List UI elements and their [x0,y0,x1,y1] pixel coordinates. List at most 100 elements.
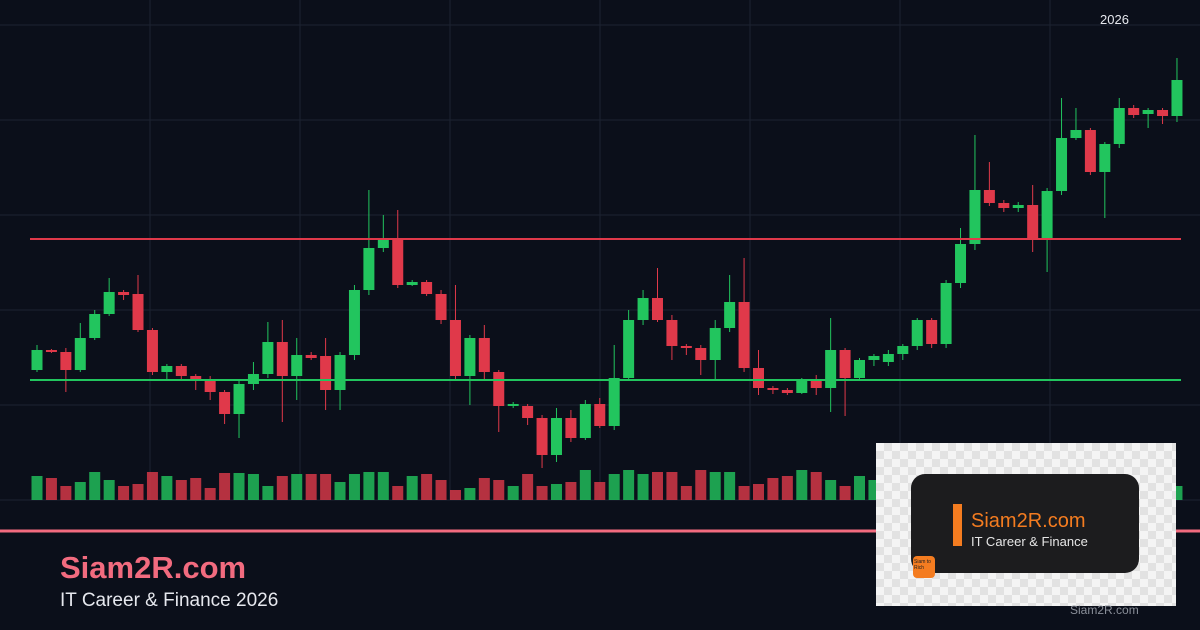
candle-body [449,320,461,376]
candle-body [969,190,981,244]
logo-bar [953,504,962,546]
candle-body [161,366,173,372]
candle-body [464,338,476,376]
candle-body [594,404,606,426]
volume-bar [709,472,721,500]
candle-body [334,355,346,390]
volume-bar [695,470,707,500]
candle-body [392,240,404,285]
candle-body [695,348,707,360]
volume-bar [45,478,57,500]
volume-bar [724,472,736,500]
candle-body [363,248,375,290]
volume-bar [421,474,433,500]
candle-body [1041,191,1053,238]
candle-body [1128,108,1140,115]
candle-body [897,346,909,354]
volume-bar [753,484,764,500]
volume-bar [247,474,259,500]
candle-body [406,282,418,285]
volume-bar [132,484,144,500]
candle-body [955,244,967,283]
candle-body [175,366,187,376]
candle-body [854,360,866,378]
candle-body [31,350,43,370]
candle-body [709,328,721,360]
candle-body [233,384,245,414]
volume-bar [478,478,490,500]
candle-body [579,404,591,438]
candle-body [839,350,851,378]
candle-body [666,320,678,346]
volume-bar [190,478,202,500]
volume-bar [550,484,562,500]
candle-body [926,320,938,344]
volume-bar [651,472,663,500]
candle-body [291,355,303,376]
volume-bar [579,470,591,500]
candle-body [89,314,101,338]
logo-card: Siam2R.com IT Career & Finance Siam to R… [876,443,1176,606]
logo-title: Siam2R.com [971,510,1086,532]
volume-bar [262,486,274,500]
volume-bar [738,486,750,500]
logo-icon: Siam to Rich [913,556,935,578]
volume-bar [363,472,375,500]
candle-body [1056,138,1068,191]
candle-body [1070,130,1082,138]
volume-bar [666,472,678,500]
candle-body [796,380,808,393]
volume-bar [74,482,86,500]
volume-bar [406,476,418,500]
candle-body [377,240,389,248]
volume-bar [608,474,620,500]
candle-body [507,404,519,406]
candle-body [435,294,447,320]
volume-bar [680,486,692,500]
volume-bar [103,480,115,500]
volume-bar [839,486,851,500]
candle-body [1113,108,1125,144]
volume-bar [118,486,130,500]
candle-body [536,418,548,455]
volume-bar [435,480,447,500]
volume-bar [305,474,317,500]
volume-bar [507,486,519,500]
volume-bar [334,482,346,500]
candle-body [781,390,793,393]
volume-bar [161,476,173,500]
volume-bar [825,480,837,500]
candle-body [1027,205,1039,238]
candle-body [623,320,635,378]
volume-bar [796,470,808,500]
volume-bar [464,488,476,500]
logo-subtitle: IT Career & Finance [971,534,1088,549]
watermark: Siam2R.com [1070,603,1139,617]
candle-body [522,406,534,418]
candle-body [882,354,894,362]
volume-bar [767,478,779,500]
candle-body [753,368,764,388]
volume-bar [781,476,793,500]
candle-body [738,302,750,368]
candle-body [219,392,231,414]
candle-body [825,350,837,388]
candle-body [118,292,130,295]
candle-body [911,320,923,346]
candle-body [651,298,663,320]
volume-bar [276,476,288,500]
volume-bar [377,472,389,500]
volume-bar [623,470,635,500]
candle-body [348,290,360,355]
volume-bar [89,472,101,500]
candle-body [276,342,288,376]
candle-body [810,380,822,388]
candle-body [204,380,216,392]
brand-title: Siam2R.com [60,550,247,585]
candle-body [421,282,433,294]
candle-body [103,292,115,314]
candle-body [1142,110,1154,114]
candle-body [146,330,158,372]
candle-body [724,302,736,328]
